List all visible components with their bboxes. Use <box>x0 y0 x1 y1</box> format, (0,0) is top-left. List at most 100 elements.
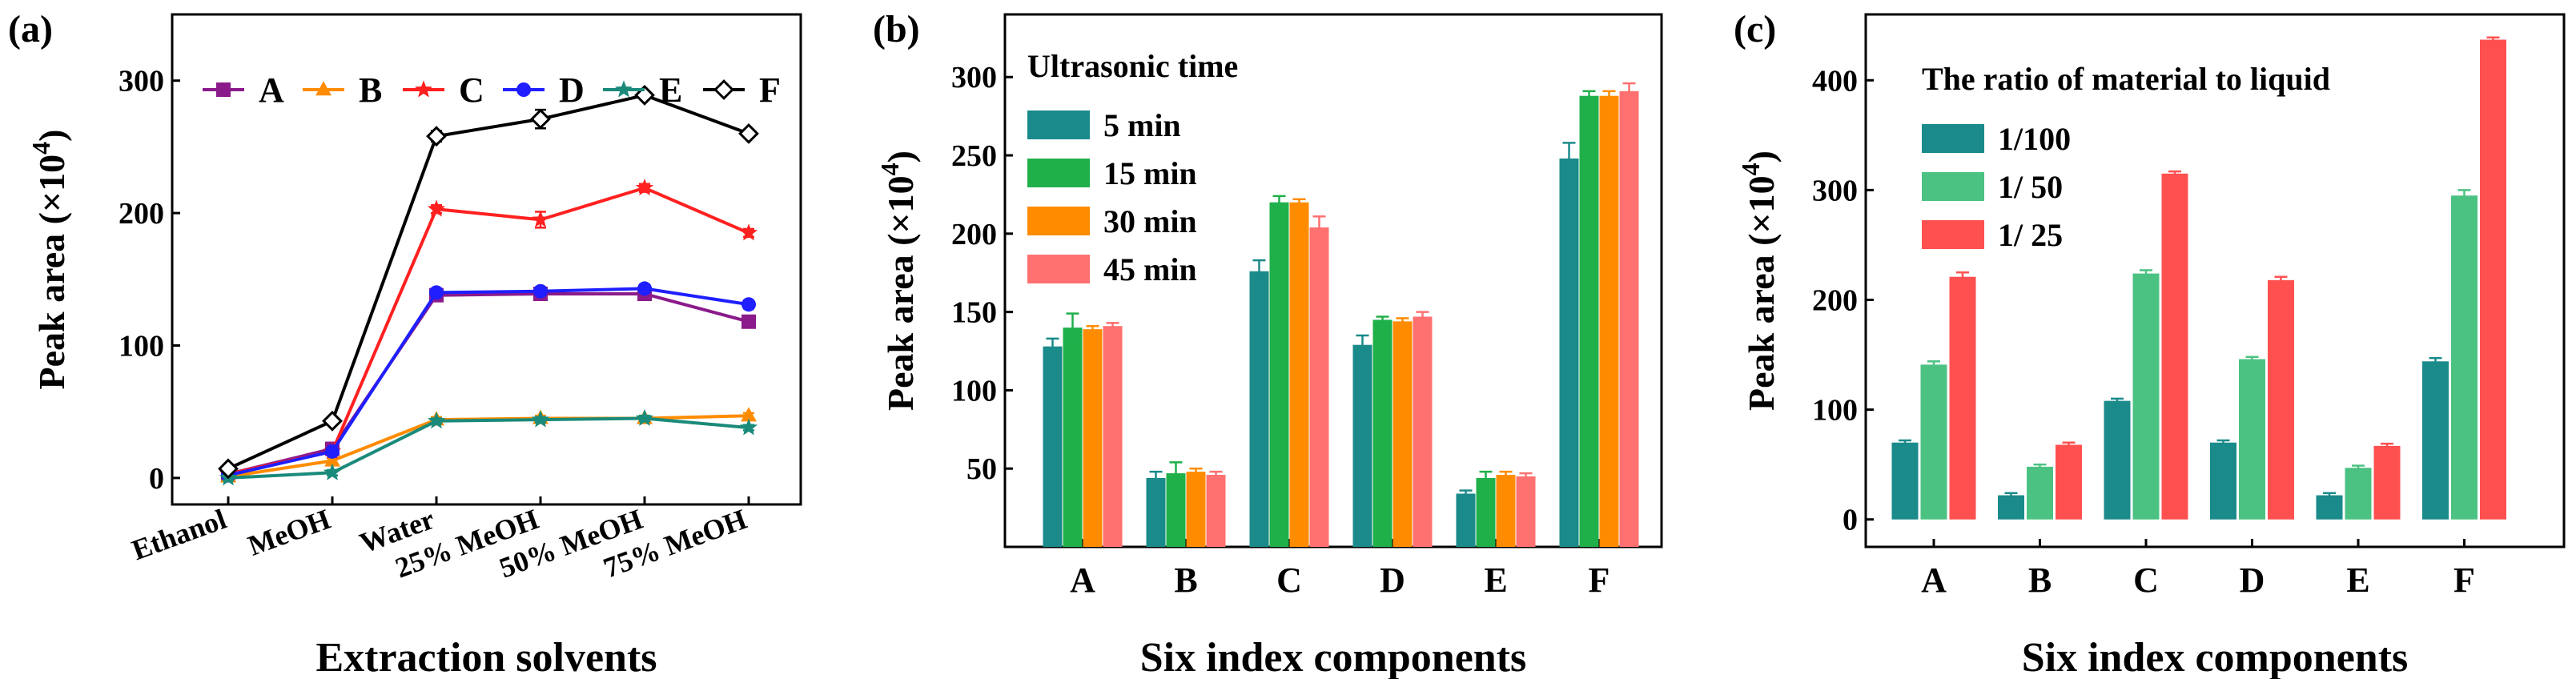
bar-A-30min <box>1083 329 1103 547</box>
marker-diamond <box>530 108 551 130</box>
x-tick-label: D <box>2240 560 2265 600</box>
series-line <box>227 414 749 479</box>
bar-D-1100 <box>2210 442 2236 520</box>
bar-C-125 <box>2161 173 2188 520</box>
y-axis-label-close: ) <box>880 151 921 163</box>
x-tick-label: C <box>2133 560 2159 600</box>
series-line <box>227 93 749 471</box>
legend-label: 15 min <box>1103 155 1197 191</box>
plot-frame <box>171 13 802 506</box>
bar-A-125 <box>1949 276 1976 520</box>
legend-item: 30 min <box>1027 203 1197 239</box>
bar-F-30min <box>1599 95 1619 548</box>
bar-B-1100 <box>1998 495 2024 520</box>
legend-label: A <box>259 70 284 110</box>
legend-item: 15 min <box>1027 155 1197 191</box>
panel-b-bar-chart: (b) 50 100 150 200 250 300 A B C D E F Ultrasonic tim… <box>873 8 1663 679</box>
marker-star <box>414 80 433 98</box>
marker-star <box>531 210 550 227</box>
y-tick-label: 250 <box>951 139 997 173</box>
y-tick-label: 200 <box>951 218 997 251</box>
legend-swatch <box>1027 255 1090 283</box>
x-tick-label: F <box>2453 560 2475 600</box>
x-tick-label: D <box>1380 560 1405 600</box>
y-axis-label-close: ) <box>1741 151 1782 163</box>
y-tick-label: 100 <box>1812 394 1858 428</box>
marker-star <box>427 199 446 217</box>
bar-E-15min <box>1476 477 1496 547</box>
bar-E-30min <box>1496 475 1516 547</box>
legend-item: 45 min <box>1027 251 1197 287</box>
legend-label: 5 min <box>1103 107 1181 143</box>
bar-B-15min <box>1166 473 1186 547</box>
legend-label: B <box>359 70 382 110</box>
y-tick-label: 100 <box>119 330 164 364</box>
legend-label: 1/ 25 <box>1998 217 2063 253</box>
y-axis-label-text: Peak area (×10 <box>880 175 921 411</box>
bar-D-5min <box>1352 344 1372 547</box>
legend-swatch <box>1027 207 1090 235</box>
legend-swatch <box>1027 110 1090 139</box>
x-axis-label: Extraction solvents <box>315 635 657 679</box>
marker-star <box>739 418 758 436</box>
x-tick-label: A <box>1921 560 1947 600</box>
legend-item: D <box>503 70 585 110</box>
legend-label: F <box>759 70 781 110</box>
marker-circle <box>533 283 548 299</box>
y-axis-label: Peak area (×104) <box>26 130 72 390</box>
legend-item: 1/ 25 <box>1922 217 2063 253</box>
bar-E-45min <box>1516 476 1536 547</box>
legend-label: C <box>459 70 484 110</box>
legend-item: C <box>403 70 484 110</box>
bar-D-125 <box>2268 279 2294 520</box>
marker-square <box>216 82 231 97</box>
marker-diamond <box>713 79 734 100</box>
legend-label: E <box>659 70 682 110</box>
x-tick-label: B <box>1174 560 1197 600</box>
legend-title: Ultrasonic time <box>1027 48 1238 84</box>
bar-E-125 <box>2373 445 2401 520</box>
bar-D-30min <box>1392 321 1413 547</box>
y-axis-label: Peak area (×104) <box>1736 151 1782 411</box>
marker-star <box>614 80 633 98</box>
bar-A-5min <box>1043 346 1063 547</box>
bar-A-150 <box>1920 364 1947 520</box>
panel-label: (a) <box>8 8 53 50</box>
bar-F-1100 <box>2422 361 2449 520</box>
legend-swatch <box>1027 159 1090 187</box>
bar-B-125 <box>2056 444 2082 520</box>
bar-B-150 <box>2027 466 2053 520</box>
y-tick-label: 50 <box>967 452 997 486</box>
legend-item: 5 min <box>1027 107 1181 143</box>
bar-F-150 <box>2451 195 2478 520</box>
bar-A-15min <box>1063 327 1083 547</box>
marker-circle <box>429 285 444 300</box>
marker-triangle <box>315 81 332 96</box>
legend: Ultrasonic time 5 min 15 min 30 min 45 min <box>1027 48 1238 287</box>
legend-item: B <box>303 70 382 110</box>
x-axis-label: Six index components <box>2022 635 2409 679</box>
marker-circle <box>325 444 340 459</box>
x-tick-label: B <box>2028 560 2052 600</box>
bar-C-45min <box>1309 227 1329 547</box>
marker-circle <box>637 281 652 296</box>
bar-F-15min <box>1579 95 1599 548</box>
y-axis-label-exponent: 4 <box>875 163 904 175</box>
bar-B-45min <box>1206 475 1226 547</box>
legend-label: 45 min <box>1103 251 1197 287</box>
bar-C-30min <box>1289 202 1309 548</box>
marker-star <box>739 223 758 241</box>
bar-F-125 <box>2480 39 2506 520</box>
bar-D-45min <box>1413 316 1433 547</box>
bar-C-1100 <box>2104 400 2131 520</box>
bar-B-5min <box>1146 477 1166 547</box>
y-tick-label: 100 <box>951 374 997 408</box>
marker-triangle <box>324 452 340 467</box>
bar-C-5min <box>1249 271 1269 547</box>
legend-item: E <box>603 70 682 110</box>
y-tick-label: 300 <box>1812 174 1858 207</box>
marker-triangle <box>741 407 757 422</box>
y-tick-label: 0 <box>149 462 164 496</box>
